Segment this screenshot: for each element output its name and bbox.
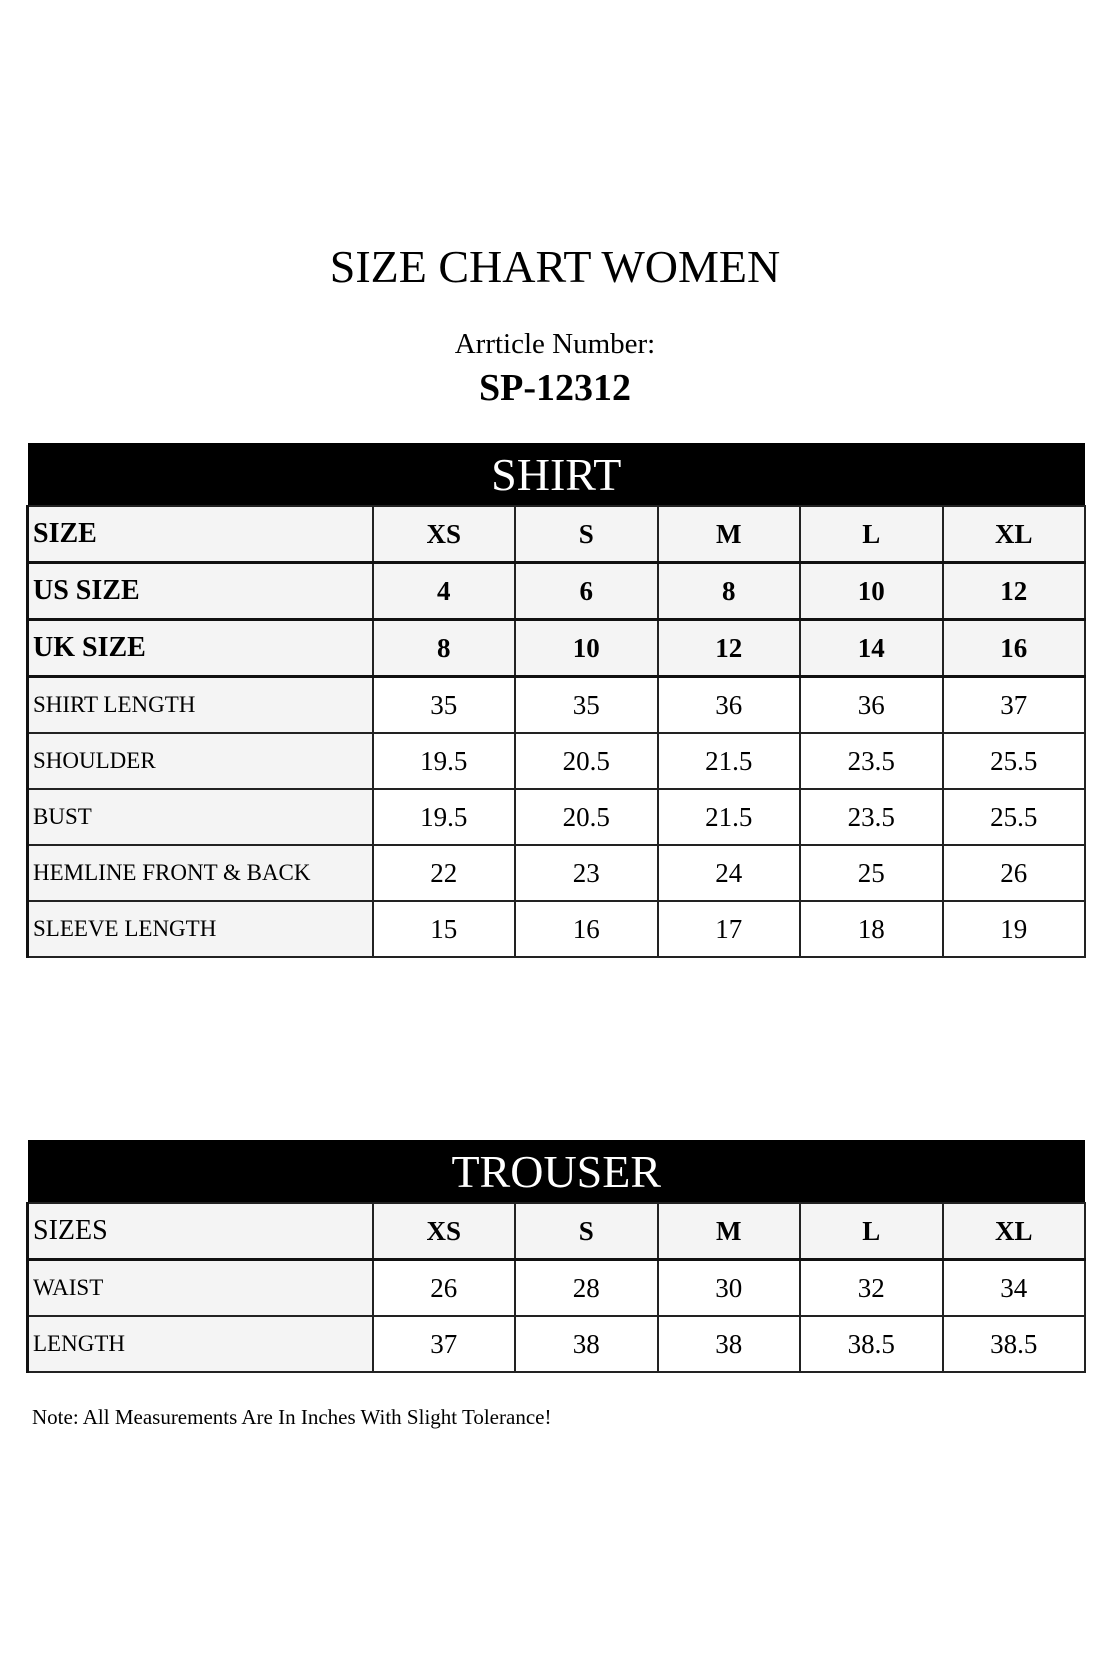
table-row: UK SIZE 8 10 12 14 16 (26, 618, 1086, 678)
table-cell: 26 (941, 844, 1086, 902)
trouser-heading: TROUSER (27, 1140, 1085, 1203)
row-label: SIZE (26, 505, 374, 564)
table-cell: 35 (514, 675, 659, 734)
table-row: US SIZE 4 6 8 10 12 (26, 561, 1086, 621)
table-cell: 30 (656, 1258, 801, 1317)
table-cell: 24 (656, 844, 801, 902)
shirt-table: SHIRT SIZE XS S M L XL US SIZE 4 6 8 10 12 UK SIZE 8 1… (26, 443, 1086, 958)
table-cell: 20.5 (514, 732, 659, 790)
table-cell: 18 (799, 900, 944, 958)
table-cell: 36 (799, 675, 944, 734)
row-label: WAIST (26, 1258, 374, 1317)
table-cell: 16 (514, 900, 659, 958)
table-cell: 6 (514, 561, 659, 621)
table-cell: 20.5 (514, 788, 659, 846)
table-cell: XS (371, 505, 516, 564)
table-cell: 23.5 (799, 788, 944, 846)
table-cell: 38.5 (799, 1315, 944, 1373)
table-cell: 12 (941, 561, 1086, 621)
note: Note: All Measurements Are In Inches Wit… (32, 1405, 552, 1429)
table-row: SIZE XS S M L XL (26, 505, 1086, 564)
table-cell: XL (941, 1202, 1086, 1261)
table-row: WAIST 26 28 30 32 34 (26, 1258, 1086, 1317)
table-cell: 34 (941, 1258, 1086, 1317)
table-cell: 8 (371, 618, 516, 678)
table-cell: 22 (371, 844, 516, 902)
table-cell: XS (371, 1202, 516, 1261)
table-cell: 25.5 (941, 788, 1086, 846)
trouser-table: TROUSER SIZES XS S M L XL WAIST 26 28 30 32 34 LENGT… (26, 1140, 1086, 1373)
page-title: SIZE CHART WOMEN (329, 241, 781, 292)
row-label: UK SIZE (26, 618, 374, 678)
table-cell: 16 (941, 618, 1086, 678)
table-cell: 8 (656, 561, 801, 621)
table-cell: 21.5 (656, 788, 801, 846)
article-label: Arrticle Number: (454, 328, 656, 360)
row-label: BUST (26, 788, 374, 846)
table-cell: 12 (656, 618, 801, 678)
row-label: SLEEVE LENGTH (26, 900, 374, 958)
table-cell: XL (941, 505, 1086, 564)
table-cell: 17 (656, 900, 801, 958)
row-label: SIZES (26, 1202, 374, 1261)
table-cell: 35 (371, 675, 516, 734)
row-label: US SIZE (26, 561, 374, 621)
table-cell: 15 (371, 900, 516, 958)
table-cell: 26 (371, 1258, 516, 1317)
table-cell: 28 (514, 1258, 659, 1317)
table-row: SLEEVE LENGTH 15 16 17 18 19 (26, 900, 1086, 958)
table-cell: 10 (514, 618, 659, 678)
table-cell: 19.5 (371, 732, 516, 790)
table-cell: L (799, 505, 944, 564)
table-row: SHOULDER 19.5 20.5 21.5 23.5 25.5 (26, 732, 1086, 790)
table-cell: 4 (371, 561, 516, 621)
row-label: SHIRT LENGTH (26, 675, 374, 734)
table-cell: 38 (514, 1315, 659, 1373)
table-cell: 10 (799, 561, 944, 621)
table-cell: 37 (371, 1315, 516, 1373)
table-cell: 38.5 (941, 1315, 1086, 1373)
table-cell: 36 (656, 675, 801, 734)
table-cell: S (514, 505, 659, 564)
table-row: BUST 19.5 20.5 21.5 23.5 25.5 (26, 788, 1086, 846)
table-cell: 25.5 (941, 732, 1086, 790)
table-cell: M (656, 505, 801, 564)
table-row: SIZES XS S M L XL (26, 1202, 1086, 1261)
table-cell: S (514, 1202, 659, 1261)
table-cell: L (799, 1202, 944, 1261)
article-number: SP-12312 (479, 367, 631, 409)
table-cell: 23.5 (799, 732, 944, 790)
table-cell: 19 (941, 900, 1086, 958)
row-label: HEMLINE FRONT & BACK (26, 844, 374, 902)
row-label: LENGTH (26, 1315, 374, 1373)
table-cell: 32 (799, 1258, 944, 1317)
table-cell: 21.5 (656, 732, 801, 790)
table-cell: 37 (941, 675, 1086, 734)
table-cell: M (656, 1202, 801, 1261)
table-cell: 14 (799, 618, 944, 678)
table-row: LENGTH 37 38 38 38.5 38.5 (26, 1315, 1086, 1373)
table-cell: 19.5 (371, 788, 516, 846)
row-label: SHOULDER (26, 732, 374, 790)
table-cell: 23 (514, 844, 659, 902)
table-cell: 25 (799, 844, 944, 902)
table-cell: 38 (656, 1315, 801, 1373)
table-row: HEMLINE FRONT & BACK 22 23 24 25 26 (26, 844, 1086, 902)
table-row: SHIRT LENGTH 35 35 36 36 37 (26, 675, 1086, 734)
shirt-heading: SHIRT (27, 443, 1085, 506)
